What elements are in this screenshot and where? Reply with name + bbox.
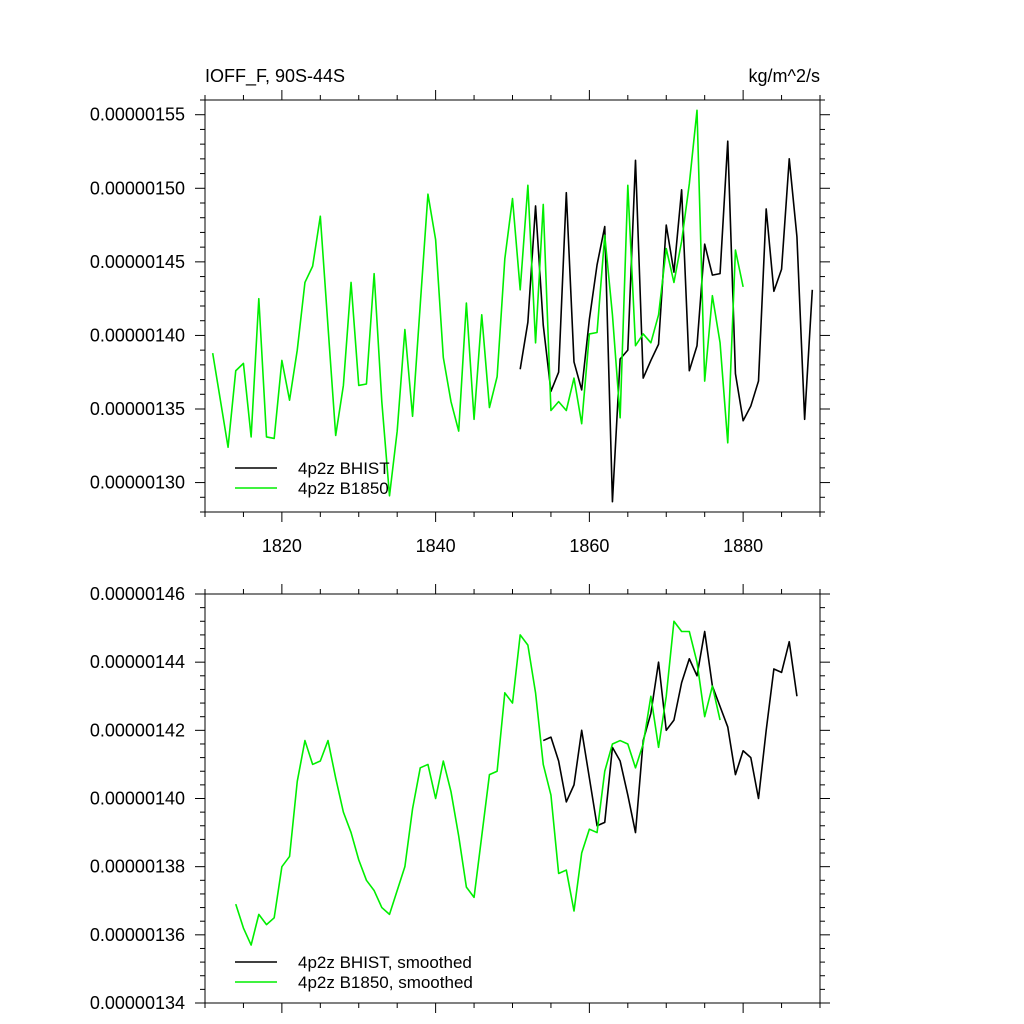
top-x-tick-label-1840: 1840	[416, 536, 456, 556]
top-chart-panel: IOFF_F, 90S-44S kg/m^2/s 1820 1840 1860 188…	[90, 66, 830, 556]
bottom-plot-frame	[204, 593, 821, 1004]
top-chart-title-right: kg/m^2/s	[749, 66, 820, 86]
top-x-tick-label-1880: 1880	[723, 536, 763, 556]
bottom-legend-label-1: 4p2z B1850, smoothed	[298, 973, 473, 992]
top-y-tick-label-1: 0.00000135	[90, 399, 185, 419]
top-y-tick-label-0: 0.00000130	[90, 473, 185, 493]
bottom-y-tick-label-3: 0.00000140	[90, 789, 185, 809]
top-x-tick-label-1860: 1860	[569, 536, 609, 556]
bottom-y-tick-label-1: 0.00000136	[90, 925, 185, 945]
top-y-tick-label-3: 0.00000145	[90, 252, 185, 272]
bottom-y-tick-label-6: 0.00000146	[90, 584, 185, 604]
top-legend-label-1: 4p2z B1850	[298, 479, 389, 498]
bottom-y-tick-label-2: 0.00000138	[90, 857, 185, 877]
top-chart-title-left: IOFF_F, 90S-44S	[205, 66, 345, 87]
bottom-chart-panel: 0.00000134 0.00000136 0.00000138 0.00000140…	[90, 584, 830, 1013]
bottom-y-tick-label-4: 0.00000142	[90, 720, 185, 740]
bottom-series-line-1	[234, 620, 721, 946]
bottom-y-tick-label-5: 0.00000144	[90, 652, 185, 672]
top-y-tick-label-4: 0.00000150	[90, 178, 185, 198]
top-y-tick-label-2: 0.00000140	[90, 325, 185, 345]
top-legend-label-0: 4p2z BHIST	[298, 459, 390, 478]
top-y-tick-label-5: 0.00000155	[90, 105, 185, 125]
top-series-line-1	[211, 109, 744, 497]
top-x-tick-label-1820: 1820	[262, 536, 302, 556]
top-series-line-0	[519, 140, 814, 503]
bottom-legend-label-0: 4p2z BHIST, smoothed	[298, 953, 472, 972]
bottom-series-line-0	[542, 630, 798, 834]
bottom-y-tick-label-0: 0.00000134	[90, 993, 185, 1013]
